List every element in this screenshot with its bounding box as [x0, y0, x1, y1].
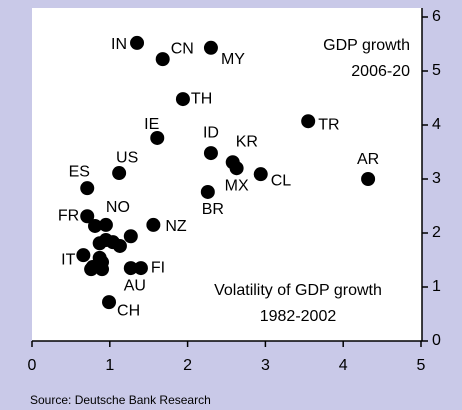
annotation: 1982-2002: [260, 308, 337, 325]
point: [146, 217, 161, 232]
point-label: US: [116, 149, 138, 166]
point: [175, 92, 190, 107]
source: Source: Deutsche Bank Research: [30, 393, 211, 407]
point: [102, 295, 117, 310]
plot-area: [32, 8, 422, 341]
point-label: FI: [151, 259, 165, 276]
x-tick-label: 5: [417, 357, 426, 374]
point: [150, 130, 165, 145]
annotation: 2006-20: [351, 63, 410, 80]
point: [112, 238, 127, 253]
point: [229, 161, 244, 176]
x-tick-label: 2: [183, 357, 192, 374]
point-label: TR: [318, 116, 339, 133]
point-label: AU: [124, 277, 146, 294]
point: [253, 167, 268, 182]
point-label: BR: [202, 201, 224, 218]
point: [130, 35, 145, 50]
y-tick-label: 1: [432, 278, 441, 295]
x-tick-label: 1: [105, 357, 114, 374]
annotation: GDP growth: [323, 37, 410, 54]
y-tick-label: 4: [432, 116, 441, 133]
point-label: ES: [69, 163, 90, 180]
point: [88, 218, 103, 233]
point-label: CN: [171, 40, 194, 57]
point-label: MX: [225, 177, 249, 194]
point: [76, 248, 91, 263]
x-tick-label: 3: [261, 357, 270, 374]
y-tick-label: 6: [432, 8, 441, 25]
y-tick-label: 5: [432, 62, 441, 79]
point: [80, 181, 95, 196]
point-label: IN: [111, 36, 127, 53]
point-label: KR: [236, 133, 258, 150]
point-label: IE: [144, 116, 159, 133]
y-tick-label: 0: [432, 332, 441, 349]
point-label: IT: [61, 251, 75, 268]
point: [301, 114, 316, 129]
point-label: NZ: [165, 218, 187, 235]
point: [123, 261, 138, 276]
point-label: NO: [106, 199, 130, 216]
point-label: AR: [357, 151, 379, 168]
point: [155, 52, 170, 67]
x-tick-label: 4: [339, 357, 348, 374]
point: [203, 146, 218, 161]
point: [203, 40, 218, 55]
point-label: FR: [58, 207, 79, 224]
point: [200, 184, 215, 199]
point: [80, 209, 95, 224]
annotation: Volatility of GDP growth: [214, 282, 382, 299]
point: [123, 229, 138, 244]
y-tick-label: 2: [432, 224, 441, 241]
point-label: ID: [203, 124, 219, 141]
point: [112, 166, 127, 181]
x-tick-label: 0: [28, 357, 37, 374]
point: [361, 172, 376, 186]
point: [84, 262, 99, 277]
point: [95, 262, 110, 277]
point-label: CL: [271, 172, 292, 189]
point-label: CH: [117, 302, 140, 319]
point-label: TH: [191, 90, 212, 107]
point: [133, 261, 148, 276]
point: [98, 217, 113, 232]
point-label: MY: [221, 51, 245, 68]
y-tick-label: 3: [432, 170, 441, 187]
